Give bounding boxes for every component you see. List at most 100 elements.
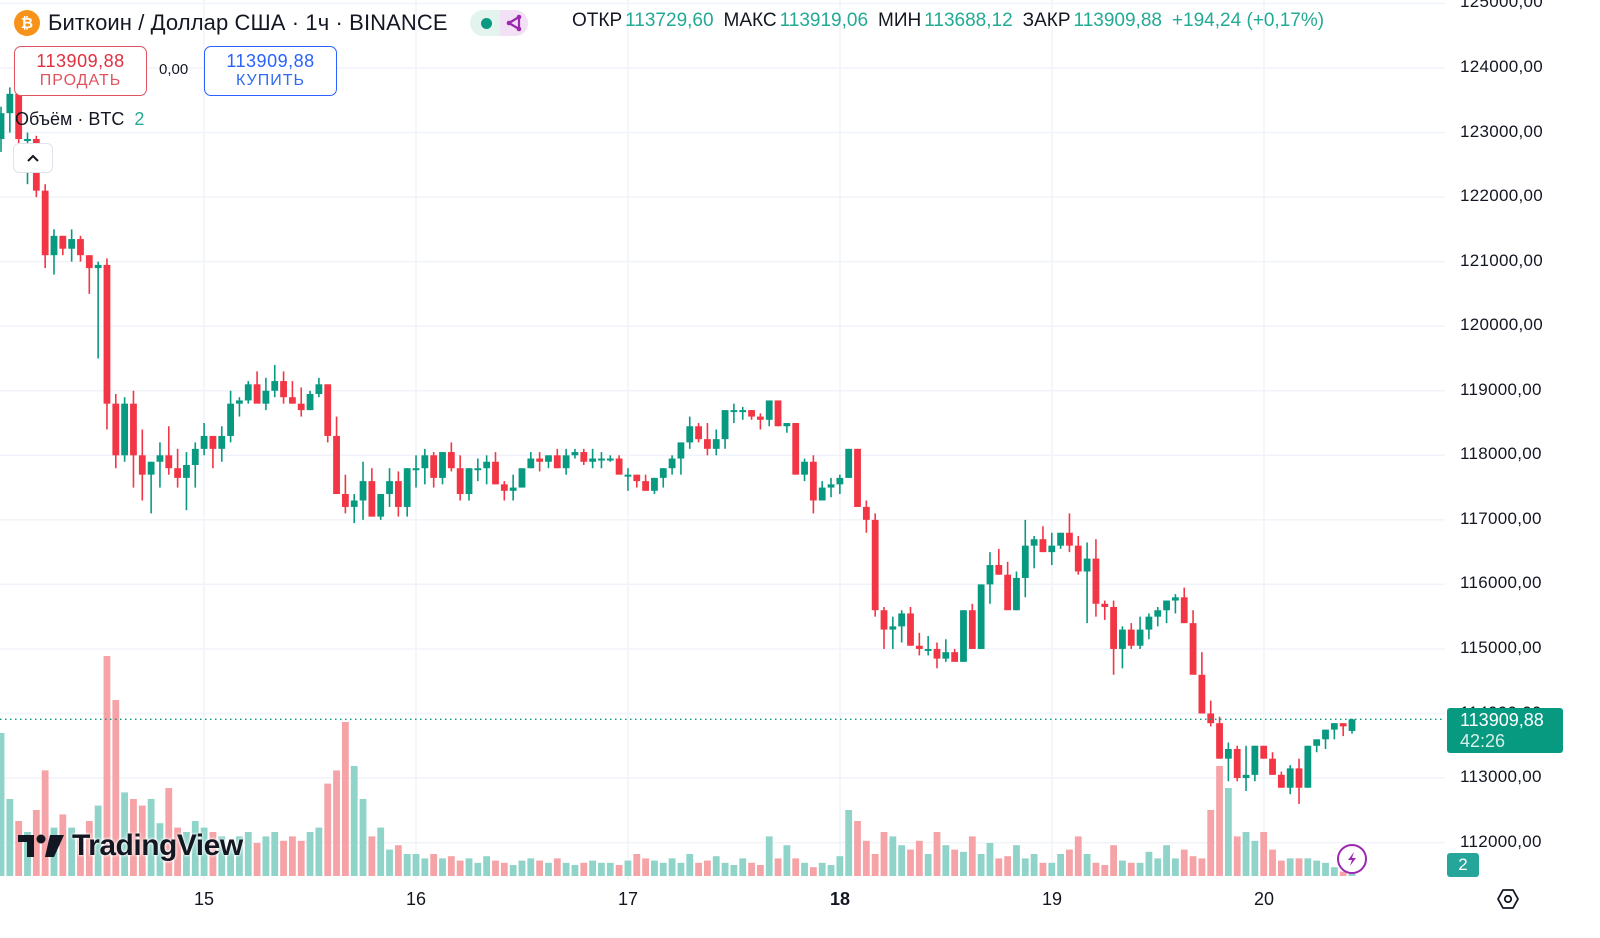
tradingview-mark-icon — [18, 834, 64, 857]
candle — [527, 452, 535, 469]
volume-bar — [730, 865, 738, 876]
candle — [156, 442, 164, 488]
price-axis-label: 115000,00 — [1460, 637, 1542, 657]
volume-bar — [1224, 788, 1232, 876]
volume-bar — [562, 862, 570, 876]
market-open-dot-icon — [480, 17, 492, 29]
candle — [1286, 765, 1294, 795]
volume-bar — [77, 836, 84, 876]
volume-bar — [1136, 862, 1144, 876]
volume-bar — [138, 805, 146, 876]
candle — [183, 452, 190, 511]
volume-bar — [951, 849, 959, 876]
candle — [456, 455, 464, 501]
collapse-legend-button[interactable] — [13, 143, 53, 173]
volume-bar — [165, 788, 173, 876]
candle — [571, 448, 579, 459]
symbol-title[interactable]: Биткоин / Доллар США · 1ч · BINANCE — [48, 10, 448, 35]
volume-bar — [880, 832, 888, 876]
volume-bar — [430, 854, 438, 876]
candle — [386, 468, 393, 507]
volume-bar — [1322, 862, 1329, 876]
volume-bar — [297, 840, 305, 876]
volume-bar — [633, 854, 641, 876]
volume-bar — [668, 858, 676, 876]
candle — [1233, 745, 1241, 782]
volume-bar — [1145, 851, 1153, 876]
candle — [1030, 535, 1038, 569]
candle — [341, 474, 349, 514]
candle — [85, 255, 93, 294]
volume-bar — [536, 860, 544, 876]
volume-bar — [1154, 858, 1162, 876]
volume-bar — [130, 799, 137, 876]
volume-bar — [1313, 860, 1321, 876]
candle — [942, 639, 950, 662]
volume-bar — [686, 854, 694, 876]
current-price: 113909,88 — [1460, 710, 1544, 730]
candle — [1092, 539, 1100, 617]
candle — [774, 400, 782, 427]
price-axis-label: 112000,00 — [1460, 831, 1542, 851]
candle — [244, 381, 252, 404]
volume-bar — [606, 862, 614, 876]
volume-legend[interactable]: Объём · BTC 2 — [15, 109, 144, 130]
volume-bar — [589, 860, 597, 876]
candle — [147, 461, 155, 514]
volume-bar — [960, 851, 967, 876]
volume-bar — [1180, 849, 1188, 876]
candle — [6, 87, 14, 133]
volume-bar — [183, 832, 190, 876]
candle — [907, 606, 914, 646]
candle — [809, 455, 817, 514]
volume-bar — [41, 770, 49, 876]
candle — [968, 603, 976, 649]
sell-button[interactable]: 113909,88 ПРОДАТЬ — [14, 46, 147, 96]
candle — [880, 606, 888, 649]
price-axis-label: 118000,00 — [1460, 444, 1542, 464]
candle — [756, 413, 764, 430]
volume-bar — [907, 849, 914, 876]
volume-bar — [333, 770, 340, 876]
volume-bar — [1207, 810, 1215, 876]
candle — [1216, 716, 1223, 759]
candle — [871, 513, 879, 617]
candle — [324, 384, 332, 443]
tradingview-wordmark: TradingView — [72, 829, 243, 862]
candlestick-chart[interactable] — [0, 0, 1445, 880]
volume-bar — [898, 845, 906, 876]
volume-bar — [527, 858, 535, 876]
candle — [1074, 535, 1082, 575]
volume-bar — [942, 845, 950, 876]
tradingview-logo: TradingView — [18, 829, 243, 863]
candle — [1048, 532, 1056, 566]
candle — [642, 474, 649, 491]
candle — [227, 390, 234, 443]
open-value: 113729,60 — [625, 10, 714, 31]
candle — [1083, 542, 1091, 624]
buy-button[interactable]: 113909,88 КУПИТЬ — [204, 46, 337, 96]
candle — [165, 426, 173, 475]
close-label: ЗАКР — [1022, 10, 1071, 31]
volume-bar — [1066, 849, 1073, 876]
volume-bar — [386, 849, 393, 876]
volume-bar — [412, 854, 420, 876]
price-axis-label: 121000,00 — [1460, 250, 1544, 270]
status-pill[interactable] — [469, 10, 528, 36]
lightning-button[interactable] — [1337, 844, 1367, 874]
candle — [783, 423, 791, 433]
open-label: ОТКР — [572, 10, 623, 31]
candle — [1119, 626, 1126, 669]
candle — [262, 377, 270, 411]
volume-bar — [704, 860, 711, 876]
candle — [121, 397, 129, 462]
candle — [1057, 532, 1065, 549]
volume-bar — [580, 862, 588, 876]
candle — [439, 452, 446, 485]
settings-button[interactable] — [1496, 887, 1520, 911]
candle — [589, 448, 597, 469]
candle — [1295, 758, 1303, 804]
candle — [827, 477, 835, 498]
volume-bar — [341, 722, 349, 876]
share-icon[interactable] — [499, 10, 528, 36]
